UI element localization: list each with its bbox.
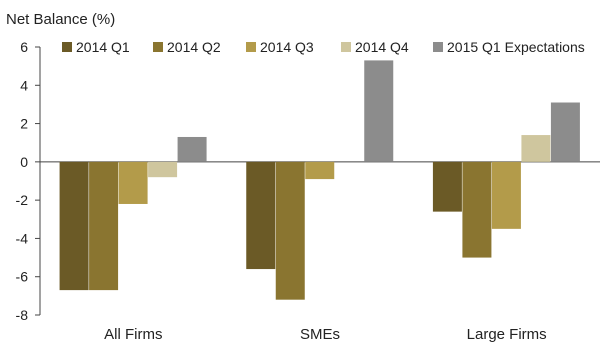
legend-swatch xyxy=(433,42,443,52)
bars xyxy=(59,60,580,300)
y-tick-label: -6 xyxy=(16,269,29,285)
x-category-label: SMEs xyxy=(300,326,340,343)
bar xyxy=(521,135,551,162)
bar xyxy=(59,161,89,291)
y-tick-label: -8 xyxy=(16,307,29,323)
x-category-label: All Firms xyxy=(104,326,162,343)
bar xyxy=(89,161,119,291)
bar xyxy=(491,161,521,229)
legend-label: 2014 Q1 xyxy=(76,39,130,55)
bar xyxy=(177,136,207,162)
y-tick-label: 6 xyxy=(20,39,28,55)
y-axis: 6 4 2 0 -2 -4 -6 -8 xyxy=(16,39,41,323)
legend-swatch xyxy=(341,42,351,52)
y-tick-label: -4 xyxy=(16,230,29,246)
legend-label: 2014 Q3 xyxy=(260,39,314,55)
bar xyxy=(432,161,462,212)
legend-swatch xyxy=(153,42,163,52)
legend: 2014 Q1 2014 Q2 2014 Q3 2014 Q4 2015 Q1 Expe… xyxy=(62,39,585,55)
bar xyxy=(550,102,580,162)
bar xyxy=(462,161,492,258)
y-tick-label: 4 xyxy=(20,77,28,93)
legend-label: 2015 Q1 Expectations xyxy=(447,39,585,55)
bar xyxy=(364,60,394,162)
bar xyxy=(118,161,148,204)
x-category-label: Large Firms xyxy=(467,326,547,343)
bar xyxy=(148,161,178,178)
legend-label: 2014 Q2 xyxy=(167,39,221,55)
y-axis-title: Net Balance (%) xyxy=(6,11,115,28)
legend-label: 2014 Q4 xyxy=(355,39,409,55)
legend-swatch xyxy=(246,42,256,52)
bar xyxy=(246,161,276,270)
bar xyxy=(275,161,305,300)
bar xyxy=(305,161,335,180)
y-tick-label: -2 xyxy=(16,192,29,208)
legend-swatch xyxy=(62,42,72,52)
y-tick-label: 2 xyxy=(20,116,28,132)
y-tick-label: 0 xyxy=(20,154,28,170)
